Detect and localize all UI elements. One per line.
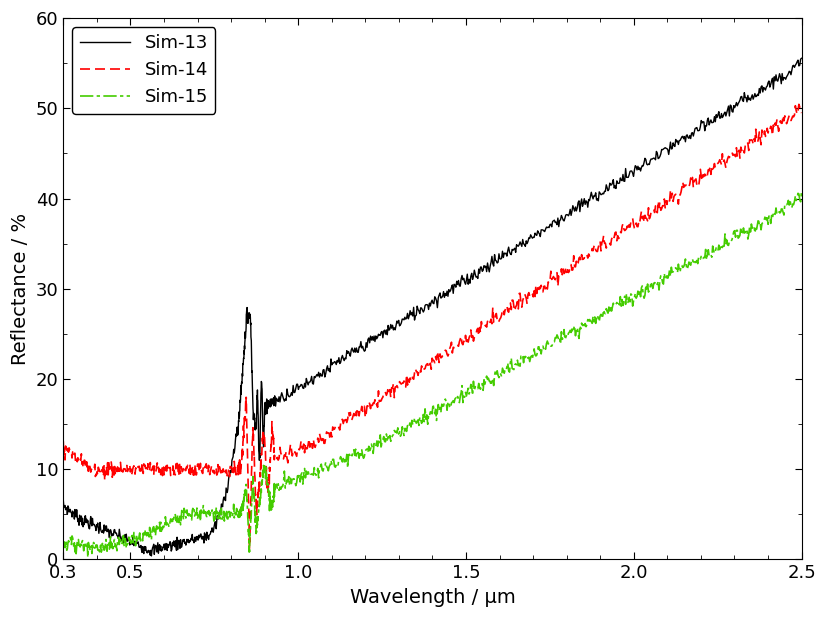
Sim-13 xyxy=(796,54,806,62)
Sim-14 xyxy=(794,101,804,108)
Sim-15 xyxy=(90,544,100,552)
Sim-14 xyxy=(59,438,69,445)
X-axis label: Wavelength / μm: Wavelength / μm xyxy=(350,588,515,607)
Sim-15 xyxy=(59,544,69,551)
Sim-13 xyxy=(261,396,271,403)
Sim-14 xyxy=(245,544,255,552)
Sim-14 xyxy=(261,473,271,480)
Sim-14 xyxy=(221,470,231,478)
Sim-13 xyxy=(146,552,156,560)
Sim-13 xyxy=(760,85,770,92)
Sim-13 xyxy=(221,485,231,492)
Sim-14 xyxy=(760,127,770,135)
Line: Sim-15: Sim-15 xyxy=(64,191,801,557)
Sim-15 xyxy=(796,187,806,195)
Line: Sim-13: Sim-13 xyxy=(64,58,801,556)
Sim-13 xyxy=(59,496,69,504)
Sim-15 xyxy=(221,513,231,520)
Sim-15 xyxy=(261,473,271,481)
Legend: Sim-13, Sim-14, Sim-15: Sim-13, Sim-14, Sim-15 xyxy=(72,27,215,114)
Sim-15 xyxy=(83,554,93,561)
Sim-15 xyxy=(760,215,770,222)
Sim-14 xyxy=(89,465,99,472)
Y-axis label: Reflectance / %: Reflectance / % xyxy=(11,213,30,365)
Sim-14 xyxy=(108,473,117,481)
Sim-15 xyxy=(574,335,584,342)
Line: Sim-14: Sim-14 xyxy=(64,104,801,548)
Sim-14 xyxy=(574,255,584,262)
Sim-13 xyxy=(108,530,117,538)
Sim-13 xyxy=(89,521,99,528)
Sim-14 xyxy=(796,109,806,117)
Sim-13 xyxy=(574,197,584,205)
Sim-15 xyxy=(108,545,117,552)
